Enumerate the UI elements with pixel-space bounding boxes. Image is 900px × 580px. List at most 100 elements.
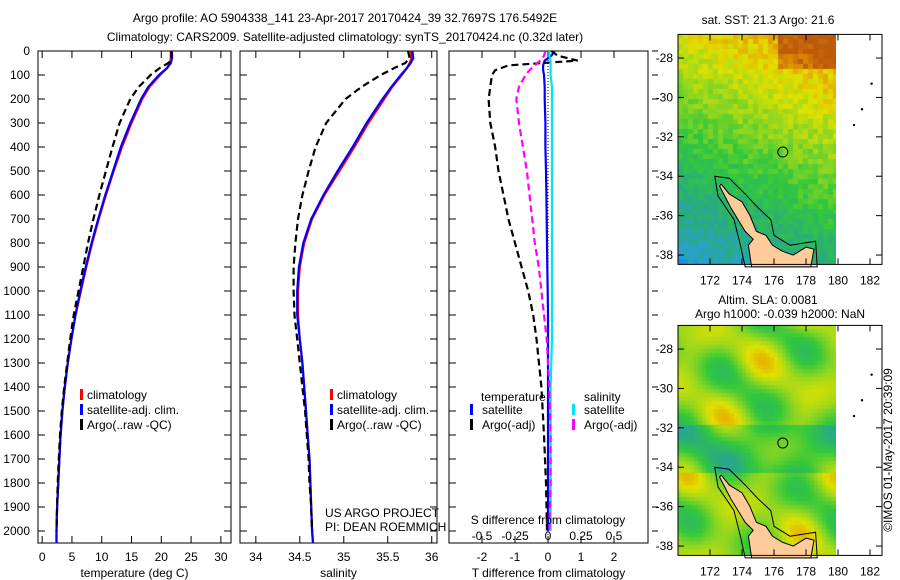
lon-tick-label: 180 bbox=[828, 273, 848, 287]
island bbox=[852, 123, 856, 127]
s-tick-label: 0.5 bbox=[606, 529, 623, 543]
series-line-t-argo-adj- bbox=[487, 50, 578, 532]
series-line-s-argo-adj- bbox=[515, 50, 552, 532]
map-blank-area bbox=[836, 34, 882, 265]
island bbox=[860, 108, 864, 111]
legend-title: temperature bbox=[481, 390, 546, 404]
lat-tick-label: -32 bbox=[656, 130, 674, 144]
x-tick-label: -2 bbox=[477, 550, 488, 564]
x-tick-label: 1 bbox=[578, 550, 585, 564]
sst-heatmap bbox=[678, 34, 836, 264]
isobath-contour bbox=[714, 466, 818, 559]
y-tick-label: 1600 bbox=[3, 428, 30, 442]
lon-tick-label: 172 bbox=[700, 273, 720, 287]
lon-tick-label: 178 bbox=[796, 273, 816, 287]
island bbox=[870, 373, 873, 376]
x-tick-label: 15 bbox=[125, 550, 139, 564]
legend-swatch bbox=[80, 389, 83, 400]
lat-tick-label: -34 bbox=[656, 169, 674, 183]
lon-tick-label: 182 bbox=[860, 273, 880, 287]
lon-tick-label: 174 bbox=[732, 273, 752, 287]
map-blank-area bbox=[836, 325, 882, 556]
legend-title: salinity bbox=[584, 390, 621, 404]
figure-title-line1: Argo profile: AO 5904338_141 23-Apr-2017… bbox=[133, 11, 557, 25]
sla-heatmap bbox=[678, 325, 836, 555]
lon-tick-label: 172 bbox=[700, 564, 720, 578]
s-tick-label: -0.25 bbox=[501, 529, 529, 543]
land-new-zealand bbox=[719, 474, 815, 559]
y-tick-label: 1100 bbox=[4, 308, 30, 322]
y-tick-label: 2000 bbox=[3, 524, 30, 538]
y-tick-label: 1800 bbox=[3, 476, 30, 490]
legend-swatch bbox=[572, 404, 575, 415]
lat-tick-label: -38 bbox=[656, 539, 674, 553]
legend-label: satellite bbox=[482, 403, 523, 417]
isobath-contour bbox=[714, 175, 818, 268]
axes-frame bbox=[239, 50, 438, 544]
legend-label: Argo(..raw -QC) bbox=[337, 418, 422, 432]
x-tick-label: 35 bbox=[337, 550, 351, 564]
y-tick-label: 100 bbox=[10, 68, 30, 82]
map-frame bbox=[677, 324, 883, 556]
y-tick-label: 700 bbox=[10, 212, 30, 226]
x-tick-label: 5 bbox=[69, 550, 76, 564]
y-tick-label: 0 bbox=[23, 44, 30, 58]
legend-label: Argo(..raw -QC) bbox=[87, 418, 172, 432]
salinity-profile-panel bbox=[239, 50, 438, 544]
series-line-climatology bbox=[296, 50, 413, 544]
sla-map-title-line1: Altim. SLA: 0.0081 bbox=[718, 293, 818, 307]
sst-map-title: sat. SST: 21.3 Argo: 21.6 bbox=[702, 13, 835, 27]
lat-tick-label: -38 bbox=[656, 248, 674, 262]
float-position-marker bbox=[777, 146, 789, 158]
copyright-label: ©IMOS 01-May-2017 20:39:09 bbox=[881, 368, 895, 532]
lat-tick-label: -32 bbox=[656, 421, 674, 435]
y-tick-label: 1400 bbox=[3, 380, 30, 394]
legend-swatch bbox=[80, 419, 83, 430]
legend-swatch bbox=[470, 419, 473, 430]
sla-map-title-line2: Argo h1000: -0.039 h2000: NaN bbox=[695, 307, 865, 321]
series-line-climatology bbox=[55, 51, 172, 543]
x-tick-label: 0 bbox=[39, 550, 46, 564]
y-tick-label: 1700 bbox=[3, 452, 30, 466]
legend-label: climatology bbox=[87, 388, 147, 402]
x-axis-label: T difference from climatology bbox=[472, 566, 626, 580]
s-axis-label: S difference from climatology bbox=[471, 513, 626, 527]
land-new-zealand bbox=[719, 183, 815, 268]
legend-swatch bbox=[572, 419, 575, 430]
lat-tick-label: -36 bbox=[656, 209, 674, 223]
y-tick-label: 600 bbox=[10, 188, 30, 202]
x-tick-label: 2 bbox=[611, 550, 618, 564]
y-tick-label: 1200 bbox=[3, 332, 30, 346]
axes-frame bbox=[37, 50, 232, 544]
map-frame bbox=[677, 33, 883, 265]
temperature-profile-panel bbox=[37, 50, 232, 544]
y-tick-label: 1500 bbox=[3, 404, 30, 418]
project-label: US ARGO PROJECT bbox=[325, 506, 440, 520]
legend-swatch bbox=[80, 404, 83, 415]
series-line-s-satellite bbox=[548, 51, 554, 531]
series-line-argo-raw-qc- bbox=[292, 50, 411, 532]
series-line-argo-raw-qc- bbox=[55, 51, 173, 532]
y-tick-label: 900 bbox=[10, 260, 30, 274]
lon-tick-label: 176 bbox=[764, 564, 784, 578]
float-position-marker bbox=[777, 437, 789, 449]
lat-tick-label: -28 bbox=[656, 342, 674, 356]
figure-title-line2: Climatology: CARS2009. Satellite-adjuste… bbox=[107, 30, 583, 44]
legend-swatch bbox=[330, 419, 333, 430]
x-tick-label: 20 bbox=[155, 550, 169, 564]
s-tick-label: 0.25 bbox=[569, 529, 593, 543]
series-line-satellite-adj-clim- bbox=[296, 50, 415, 544]
difference-profile-panel bbox=[448, 50, 658, 544]
y-tick-label: 1900 bbox=[3, 500, 30, 514]
legend-label: satellite-adj. clim. bbox=[337, 403, 429, 417]
lon-tick-label: 178 bbox=[796, 564, 816, 578]
legend-swatch bbox=[330, 389, 333, 400]
x-tick-label: 0 bbox=[545, 550, 552, 564]
x-tick-label: 34.5 bbox=[288, 550, 312, 564]
legend-label: satellite-adj. clim. bbox=[87, 403, 179, 417]
legend-label: Argo(-adj) bbox=[482, 418, 535, 432]
lat-tick-label: -36 bbox=[656, 500, 674, 514]
lon-tick-label: 182 bbox=[860, 564, 880, 578]
pi-label: PI: DEAN ROEMMICH bbox=[325, 520, 446, 534]
